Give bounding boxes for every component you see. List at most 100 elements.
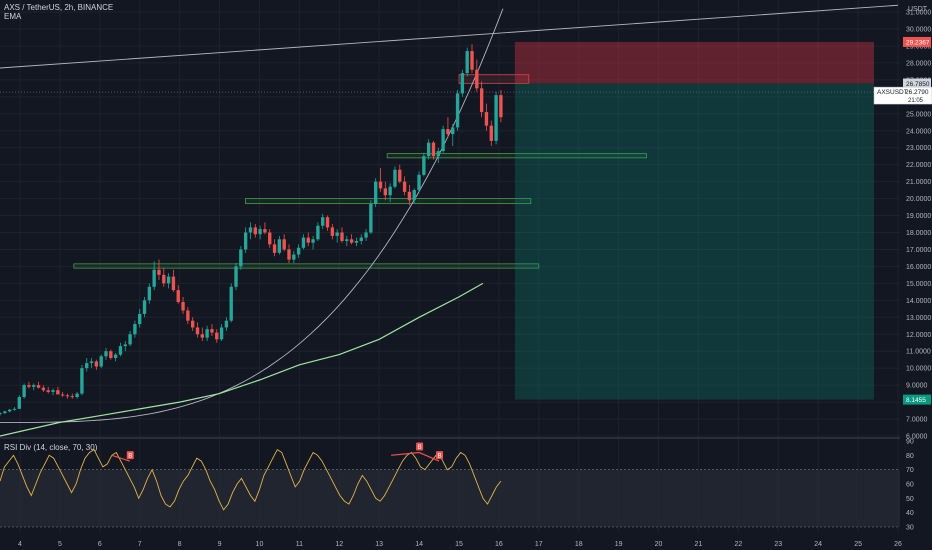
candle <box>22 383 26 399</box>
price-tick-label: 24.0000 <box>906 128 931 135</box>
candle-body <box>157 269 161 275</box>
candle-body <box>282 239 286 250</box>
candle <box>407 185 412 206</box>
candle <box>258 225 262 240</box>
candle <box>224 317 229 331</box>
ema-legend[interactable]: EMA <box>4 12 22 21</box>
time-tick-label: 8 <box>178 541 182 548</box>
candle <box>426 139 431 160</box>
candle-body <box>426 142 431 157</box>
price-tick-label: 9.0000 <box>906 383 928 390</box>
candle-body <box>436 151 440 157</box>
candle-body <box>190 320 195 328</box>
time-axis[interactable]: 4 5 6 7 8 9 10 11 12 13 14 15 16 17 18 19 20 21 22 23 24 25 26 <box>0 534 932 550</box>
candle <box>417 171 421 192</box>
candle <box>181 296 185 314</box>
candle <box>321 213 325 230</box>
candle <box>388 183 392 202</box>
candle <box>80 364 84 396</box>
candle-body <box>147 286 152 301</box>
trendlines-layer <box>0 4 900 437</box>
candle-body <box>359 237 363 241</box>
candle <box>17 395 21 409</box>
rsi-tick-label: 80 <box>906 453 914 460</box>
candle-body <box>311 239 315 243</box>
rsi-legend[interactable]: RSI Div (14, close, 70, 30) <box>4 443 98 452</box>
candle-body <box>321 217 325 226</box>
candle-body <box>340 232 344 241</box>
current-symbol-label: AXSUSDT <box>877 89 908 96</box>
candle-body <box>330 227 335 236</box>
candle-body <box>215 332 219 340</box>
candle-body <box>60 394 65 396</box>
time-tick-label: 10 <box>256 541 264 548</box>
candle-body <box>195 327 200 335</box>
rsi-tick-label: 90 <box>906 439 914 446</box>
candle <box>446 117 450 138</box>
candle-body <box>17 396 21 409</box>
candle <box>239 246 243 270</box>
candle <box>215 329 219 343</box>
candle <box>268 229 272 248</box>
candle-body <box>258 229 262 235</box>
take-profit-zone <box>514 83 875 400</box>
candle <box>123 341 127 352</box>
bearish-div-marker <box>126 451 134 460</box>
time-tick-label: 15 <box>455 541 463 548</box>
candle <box>374 178 378 208</box>
candle-body <box>186 310 190 321</box>
candle <box>56 386 60 395</box>
candle <box>205 325 209 342</box>
candle <box>89 357 94 369</box>
candle-body <box>3 411 7 414</box>
candle <box>75 391 79 399</box>
candle <box>441 125 445 153</box>
candle-body <box>36 385 41 388</box>
candle <box>460 69 465 97</box>
candle <box>398 164 402 184</box>
candle <box>455 90 460 131</box>
candle-body <box>499 95 503 118</box>
price-tick-label: 18.0000 <box>906 230 931 237</box>
candle-body <box>263 229 267 233</box>
candle-body <box>176 290 180 303</box>
candle-body <box>32 385 36 387</box>
candle-body <box>80 368 84 394</box>
candle-body <box>166 276 171 284</box>
candle-body <box>407 191 412 201</box>
time-axis-bg <box>0 534 932 550</box>
candle <box>287 244 291 264</box>
support-zone <box>73 263 540 269</box>
candle-body <box>85 363 89 369</box>
price-tick-label: 25.0000 <box>906 111 931 118</box>
short-position-tool[interactable] <box>514 41 875 400</box>
candle <box>171 269 176 292</box>
candle-body <box>306 237 310 243</box>
bearish-div-label: B <box>418 445 422 451</box>
candle-body <box>200 334 205 338</box>
candle-body <box>123 344 127 347</box>
price-tick-label: 30.0000 <box>906 27 931 34</box>
time-tick-label: 16 <box>495 541 503 548</box>
candle-body <box>422 156 426 175</box>
rsi-divergence-line <box>391 451 420 456</box>
candle-body <box>479 88 484 113</box>
candle <box>234 263 238 291</box>
candle <box>272 239 277 257</box>
candle <box>402 176 407 196</box>
time-tick-label: 5 <box>58 541 62 548</box>
price-tick-label: 10.0000 <box>906 366 931 373</box>
time-tick-label: 24 <box>814 541 822 548</box>
price-tick-label: 15.0000 <box>906 281 931 288</box>
price-tick-label: 14.0000 <box>906 298 931 305</box>
candle <box>128 330 132 347</box>
candle <box>253 224 257 238</box>
candle <box>210 324 214 336</box>
bearish-div-label: B <box>438 454 442 460</box>
candle-body <box>369 203 373 233</box>
candle <box>70 393 74 399</box>
symbol-legend[interactable]: AXS / TetherUS, 2h, BINANCE <box>4 3 114 12</box>
candle-body <box>287 249 291 260</box>
